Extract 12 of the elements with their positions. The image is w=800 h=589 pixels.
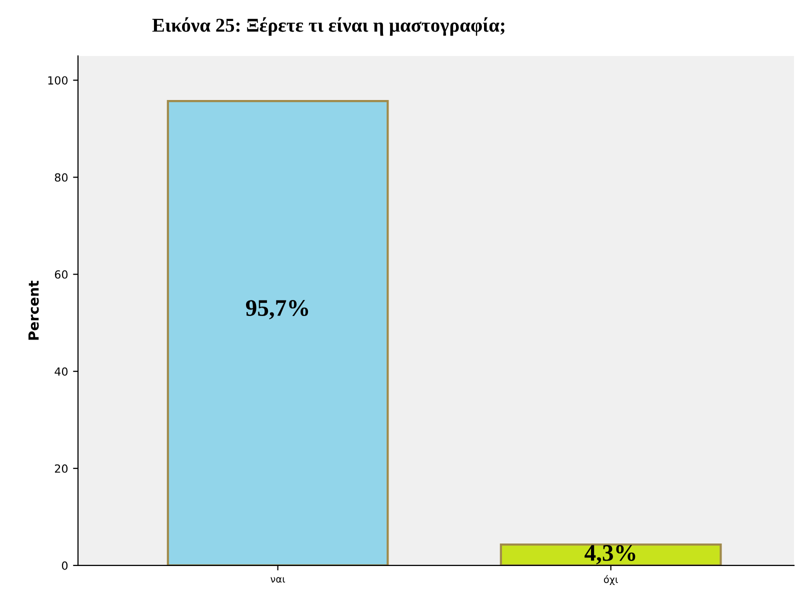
x-tick-label: ναι: [270, 577, 286, 583]
y-tick-label: 0: [62, 561, 68, 570]
y-tick-label: 60: [54, 270, 68, 279]
y-tick-label: 20: [54, 464, 68, 473]
chart-title: Εικόνα 25: Ξέρετε τι είναι η μαστογραφία;: [152, 17, 504, 36]
x-tick-label: όχι: [604, 575, 618, 585]
y-tick-label: 80: [54, 173, 68, 182]
y-tick-label: 100: [48, 76, 68, 85]
data-label: 4,3%: [584, 544, 636, 564]
y-axis-title: Percent: [28, 280, 39, 340]
data-label: 95,7%: [246, 300, 308, 320]
y-tick-label: 40: [54, 367, 68, 376]
